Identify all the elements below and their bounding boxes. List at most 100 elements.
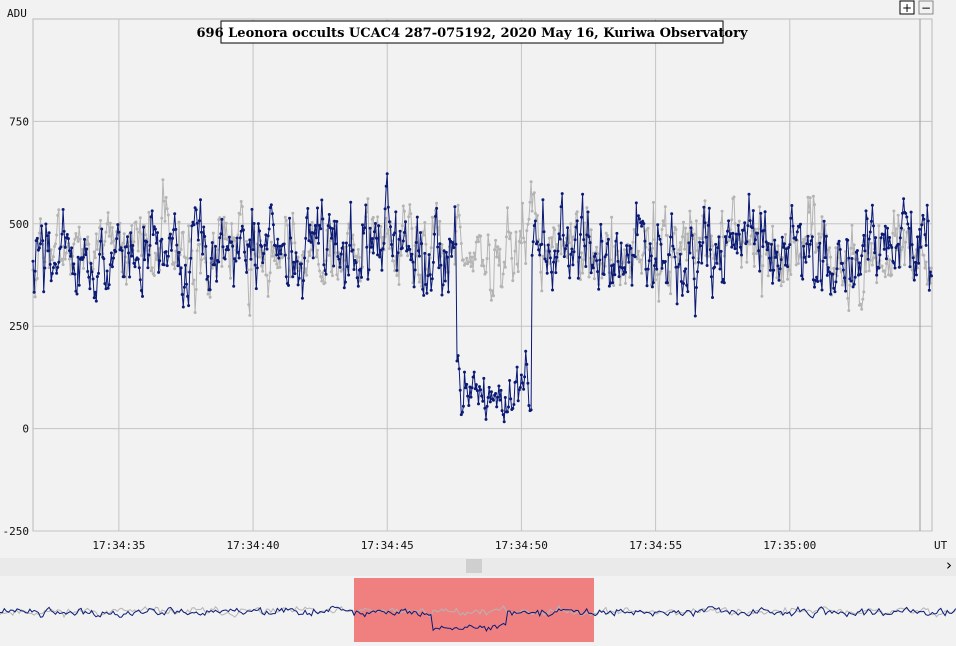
target-point bbox=[732, 243, 736, 247]
target-point bbox=[860, 254, 864, 258]
comparison-point bbox=[192, 278, 196, 282]
comparison-point bbox=[425, 267, 429, 271]
target-point bbox=[393, 231, 397, 235]
target-point bbox=[451, 241, 455, 245]
comparison-point bbox=[510, 256, 514, 260]
target-point bbox=[818, 241, 822, 245]
comparison-point bbox=[730, 218, 734, 222]
comparison-point bbox=[846, 296, 850, 300]
target-point bbox=[290, 250, 294, 253]
target-point bbox=[771, 281, 775, 285]
target-point bbox=[128, 275, 132, 279]
target-point bbox=[589, 271, 593, 275]
zoom-out-button[interactable]: − bbox=[918, 0, 934, 15]
comparison-point bbox=[757, 227, 761, 231]
target-point bbox=[367, 268, 371, 272]
target-point bbox=[41, 239, 45, 243]
comparison-point bbox=[63, 257, 67, 261]
comparison-point bbox=[35, 277, 39, 280]
target-point bbox=[521, 381, 524, 385]
target-point bbox=[149, 215, 153, 219]
comparison-point bbox=[269, 240, 273, 244]
target-point bbox=[759, 211, 763, 215]
comparison-point bbox=[653, 238, 656, 241]
comparison-point bbox=[503, 265, 507, 269]
comparison-point bbox=[161, 178, 165, 182]
comparison-point bbox=[366, 197, 370, 201]
target-point bbox=[494, 392, 498, 395]
comparison-point bbox=[685, 258, 689, 262]
target-point bbox=[56, 265, 60, 269]
target-point bbox=[568, 276, 572, 280]
comparison-point bbox=[163, 219, 167, 223]
target-point bbox=[916, 235, 919, 239]
target-point bbox=[536, 240, 539, 244]
target-point bbox=[733, 247, 737, 251]
target-point bbox=[337, 257, 341, 261]
target-point bbox=[200, 230, 203, 234]
comparison-point bbox=[612, 284, 616, 287]
comparison-point bbox=[826, 248, 830, 252]
target-point bbox=[83, 237, 86, 241]
target-point bbox=[840, 261, 844, 265]
target-point bbox=[515, 365, 519, 369]
target-point bbox=[352, 268, 356, 271]
target-point bbox=[724, 240, 728, 244]
comparison-point bbox=[904, 240, 908, 244]
x-tick-label: 17:34:45 bbox=[361, 539, 414, 552]
comparison-point bbox=[139, 254, 143, 257]
target-point bbox=[907, 226, 911, 230]
target-point bbox=[373, 222, 377, 225]
comparison-point bbox=[229, 276, 232, 280]
comparison-point bbox=[473, 257, 477, 261]
target-point bbox=[354, 261, 358, 265]
comparison-point bbox=[497, 263, 501, 267]
target-point bbox=[638, 217, 641, 221]
comparison-point bbox=[890, 273, 894, 277]
target-point bbox=[851, 285, 855, 289]
target-point bbox=[168, 232, 172, 236]
zoom-in-button[interactable]: + bbox=[899, 0, 915, 15]
comparison-point bbox=[268, 271, 272, 275]
comparison-point bbox=[37, 231, 41, 235]
target-point bbox=[157, 270, 161, 274]
target-point bbox=[878, 253, 882, 257]
comparison-point bbox=[470, 255, 474, 259]
scrollbar-thumb[interactable] bbox=[466, 559, 482, 573]
comparison-point bbox=[75, 235, 79, 239]
target-point bbox=[253, 263, 257, 267]
comparison-point bbox=[283, 215, 287, 219]
target-point bbox=[597, 287, 601, 291]
target-point bbox=[646, 267, 650, 271]
target-point bbox=[553, 249, 557, 253]
target-point bbox=[925, 203, 929, 207]
target-point bbox=[773, 238, 777, 242]
target-point bbox=[424, 283, 428, 286]
comparison-point bbox=[693, 261, 697, 265]
comparison-point bbox=[130, 224, 134, 227]
comparison-point bbox=[308, 254, 312, 258]
target-point bbox=[680, 293, 684, 297]
target-point bbox=[574, 225, 578, 229]
target-point bbox=[668, 253, 671, 257]
target-point bbox=[217, 260, 221, 264]
comparison-point bbox=[200, 258, 203, 262]
comparison-point bbox=[72, 242, 76, 246]
target-point bbox=[873, 251, 877, 255]
target-point bbox=[384, 184, 388, 188]
target-point bbox=[89, 262, 93, 265]
comparison-point bbox=[484, 270, 488, 274]
scroll-right-icon[interactable]: › bbox=[946, 556, 952, 574]
target-point bbox=[571, 263, 575, 267]
target-point bbox=[672, 247, 676, 251]
comparison-point bbox=[422, 233, 426, 237]
target-point bbox=[745, 240, 749, 244]
target-point bbox=[797, 225, 801, 229]
comparison-point bbox=[47, 266, 51, 270]
target-point bbox=[50, 272, 54, 275]
target-point bbox=[160, 237, 164, 241]
target-point bbox=[442, 249, 446, 253]
overview-navigator[interactable] bbox=[0, 578, 956, 642]
target-point bbox=[153, 227, 157, 231]
target-point bbox=[224, 248, 228, 252]
